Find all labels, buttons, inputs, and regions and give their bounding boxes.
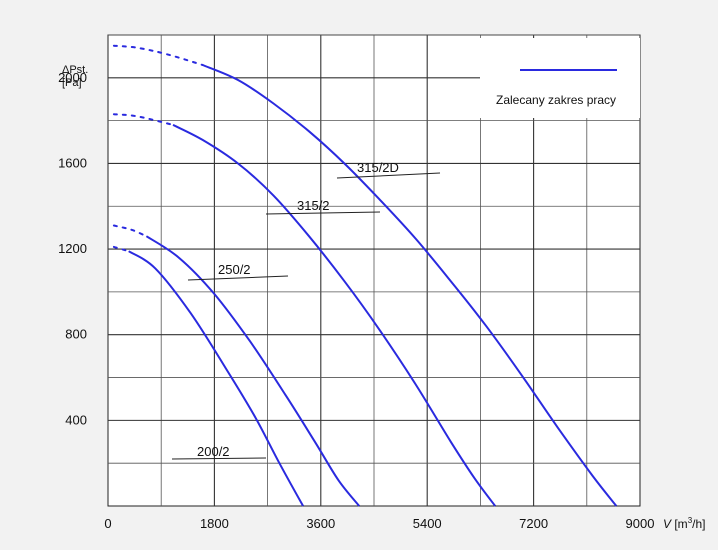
x-tick-label: 7200 bbox=[519, 516, 548, 531]
y-tick-label: 1600 bbox=[58, 155, 87, 170]
curve-label-250-2: 250/2 bbox=[218, 262, 251, 277]
leader-line-315-2d bbox=[336, 172, 441, 179]
y-axis-title-line1: ΔPst. bbox=[62, 64, 88, 76]
x-tick-label: 5400 bbox=[413, 516, 442, 531]
legend-label: Zalecany zakres pracy bbox=[496, 93, 616, 107]
curve-315-2d bbox=[202, 64, 618, 507]
tick-labels: 0 1800 3600 5400 7200 9000 400 800 1200 1600 2000 bbox=[58, 70, 654, 531]
curve-label-315-2d: 315/2D bbox=[357, 160, 399, 175]
curve-label-200-2: 200/2 bbox=[197, 444, 230, 459]
x-tick-label: 0 bbox=[104, 516, 111, 531]
x-axis-unit-post: /h] bbox=[692, 517, 705, 531]
x-tick-label: 1800 bbox=[200, 516, 229, 531]
leader-line-315-2 bbox=[265, 211, 381, 215]
y-tick-label: 800 bbox=[65, 327, 87, 342]
curve-label-315-2: 315/2 bbox=[297, 198, 330, 213]
y-axis-title-line2: [Pa] bbox=[62, 77, 82, 89]
leader-line-250-2 bbox=[187, 275, 289, 281]
curve-250-2-dashed bbox=[112, 224, 148, 238]
x-axis-variable: V bbox=[663, 517, 672, 531]
y-axis-title: ΔPst. [Pa] bbox=[62, 64, 88, 89]
x-axis-title: V [m3/h] bbox=[663, 516, 705, 531]
curve-315-2 bbox=[172, 124, 496, 507]
curve-315-2d-dashed bbox=[112, 44, 204, 66]
x-tick-label: 9000 bbox=[626, 516, 655, 531]
curve-200-2 bbox=[128, 250, 304, 507]
curve-200-2-dashed bbox=[112, 245, 130, 253]
x-axis-unit-sup: 3 bbox=[688, 516, 693, 525]
x-tick-label: 3600 bbox=[306, 516, 335, 531]
x-axis-unit-pre: [m bbox=[671, 517, 688, 531]
y-tick-label: 2000 bbox=[58, 70, 87, 85]
legend: Zalecany zakres pracy bbox=[480, 38, 640, 118]
y-tick-label: 1200 bbox=[58, 241, 87, 256]
y-tick-label: 400 bbox=[65, 412, 87, 427]
legend-box bbox=[480, 38, 640, 118]
curve-250-2 bbox=[145, 235, 360, 507]
curves bbox=[112, 44, 618, 507]
leader-line-200-2 bbox=[171, 457, 267, 460]
curve-leaders: 315/2D 315/2 250/2 200/2 bbox=[171, 160, 441, 460]
